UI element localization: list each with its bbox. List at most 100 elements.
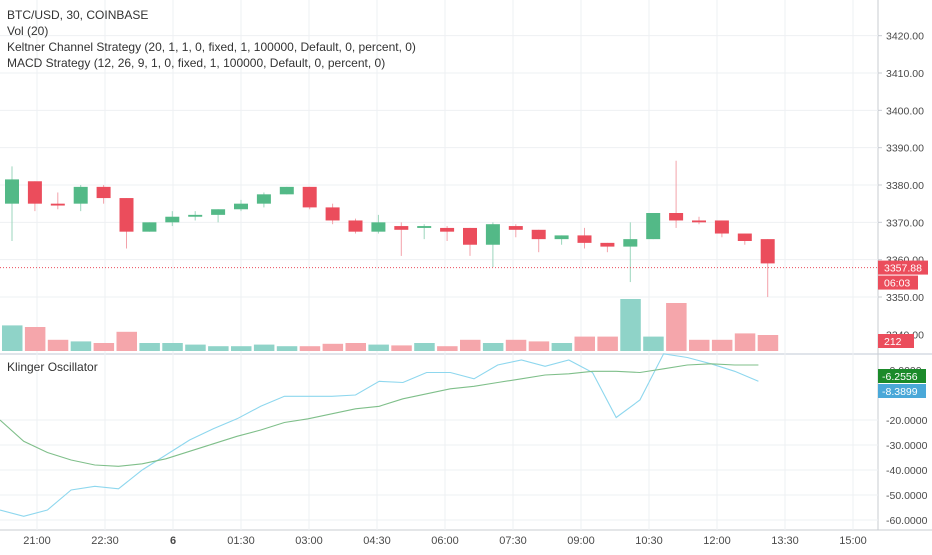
candle-body[interactable] (302, 186, 317, 208)
candle-body[interactable] (96, 186, 111, 199)
volume-bar[interactable] (528, 341, 550, 351)
volume-bar[interactable] (551, 343, 573, 351)
volume-bar[interactable] (757, 335, 779, 351)
time-axis-tick-label: 13:30 (771, 535, 799, 547)
candle-body[interactable] (73, 186, 88, 204)
volume-bar[interactable] (711, 339, 733, 351)
candle-body[interactable] (211, 209, 226, 215)
candle-body[interactable] (692, 220, 706, 223)
candle-body[interactable] (600, 242, 615, 247)
candle-body[interactable] (394, 226, 409, 230)
klinger-signal-line[interactable] (0, 363, 759, 467)
volume-badge (878, 334, 914, 348)
volume-bar[interactable] (116, 331, 138, 351)
candle-body[interactable] (760, 239, 775, 264)
volume-bar[interactable] (185, 344, 206, 351)
volume-bar[interactable] (47, 339, 69, 351)
candle-body[interactable] (737, 233, 752, 241)
price-axis-tick-label: 3350.00 (886, 292, 924, 304)
time-axis-tick-label: 12:00 (703, 535, 731, 547)
volume-badge-text: 212 (884, 336, 902, 348)
chart-legend: BTC/USD, 30, COINBASE Vol (20) Keltner C… (7, 7, 416, 71)
candle-body[interactable] (256, 194, 271, 204)
candle-body[interactable] (142, 222, 157, 232)
candle-body[interactable] (27, 181, 42, 204)
volume-bar[interactable] (734, 333, 756, 351)
candle-body[interactable] (234, 203, 248, 210)
time-axis-tick-label: 06:00 (431, 535, 459, 547)
volume-bar[interactable] (689, 339, 710, 351)
candle-body[interactable] (646, 213, 661, 240)
candle-body[interactable] (165, 216, 180, 223)
volume-bar[interactable] (505, 339, 527, 351)
volume-bar[interactable] (208, 346, 229, 351)
time-axis-tick-label: 21:00 (23, 535, 51, 547)
time-axis-tick-label: 6 (170, 535, 176, 547)
keltner-indicator-label[interactable]: Keltner Channel Strategy (20, 1, 1, 0, f… (7, 40, 416, 54)
volume-bar[interactable] (643, 336, 664, 351)
volume-bar[interactable] (437, 346, 458, 351)
volume-bar[interactable] (70, 341, 92, 351)
candle-body[interactable] (440, 227, 455, 232)
candle-body[interactable] (623, 239, 638, 247)
volume-bar[interactable] (666, 303, 687, 351)
candle-body[interactable] (531, 229, 546, 240)
candle-body[interactable] (188, 214, 203, 217)
candle-body[interactable] (714, 220, 729, 234)
time-axis-tick-label: 15:00 (839, 535, 867, 547)
volume-bar[interactable] (368, 344, 389, 351)
volume-bar[interactable] (2, 325, 23, 351)
osc-axis-tick-label: -60.0000 (886, 515, 928, 527)
price-axis-tick-label: 3420.00 (886, 31, 924, 43)
candle-body[interactable] (417, 226, 432, 228)
time-axis-tick-label: 01:30 (227, 535, 255, 547)
volume-bar[interactable] (620, 299, 641, 351)
volume-bar[interactable] (162, 343, 183, 351)
volume-indicator-label[interactable]: Vol (20) (7, 24, 49, 38)
volume-bar[interactable] (414, 343, 435, 351)
candle-body[interactable] (348, 220, 363, 232)
volume-bar[interactable] (574, 336, 596, 351)
macd-indicator-label[interactable]: MACD Strategy (12, 26, 9, 1, 0, fixed, 1… (7, 56, 386, 70)
volume-bar[interactable] (597, 336, 618, 351)
volume-bar[interactable] (345, 343, 367, 351)
symbol-title[interactable]: BTC/USD, 30, COINBASE (7, 8, 149, 22)
volume-bar[interactable] (276, 346, 298, 351)
klinger-indicator-label[interactable]: Klinger Oscillator (7, 360, 98, 374)
time-axis-tick-label: 07:30 (499, 535, 527, 547)
price-axis-tick-label: 3390.00 (886, 143, 924, 155)
candle-body[interactable] (463, 227, 477, 245)
candle-body[interactable] (485, 224, 500, 245)
osc-axis-tick-label: -20.0000 (886, 415, 928, 427)
candle-body[interactable] (325, 207, 340, 221)
candle-body[interactable] (50, 203, 65, 206)
candle-body[interactable] (371, 222, 386, 232)
candle-body[interactable] (669, 213, 684, 221)
time-axis-tick-label: 10:30 (635, 535, 663, 547)
candle-body[interactable] (577, 235, 592, 243)
candle-body[interactable] (279, 186, 294, 195)
volume-bar[interactable] (460, 339, 481, 351)
volume-bar[interactable] (482, 343, 504, 351)
price-axis-tick-label: 3410.00 (886, 68, 924, 80)
time-axis-tick-label: 04:30 (363, 535, 391, 547)
last-price-badge (878, 260, 928, 275)
volume-bar[interactable] (299, 346, 321, 351)
volume-bar[interactable] (139, 343, 160, 351)
volume-bar[interactable] (24, 327, 46, 351)
volume-bar[interactable] (93, 343, 115, 351)
klinger-line[interactable] (0, 353, 759, 517)
candle-body[interactable] (119, 198, 134, 232)
candle-body[interactable] (508, 226, 523, 230)
volume-bar[interactable] (391, 345, 412, 351)
volume-bar[interactable] (253, 344, 275, 351)
price-axis-tick-label: 3370.00 (886, 217, 924, 229)
candle-body[interactable] (554, 235, 569, 240)
volume-bar[interactable] (231, 346, 252, 351)
volume-bar[interactable] (322, 343, 344, 351)
osc-axis-tick-label: -30.0000 (886, 440, 928, 452)
osc-axis-tick-label: -40.0000 (886, 465, 928, 477)
candle-body[interactable] (5, 179, 19, 204)
